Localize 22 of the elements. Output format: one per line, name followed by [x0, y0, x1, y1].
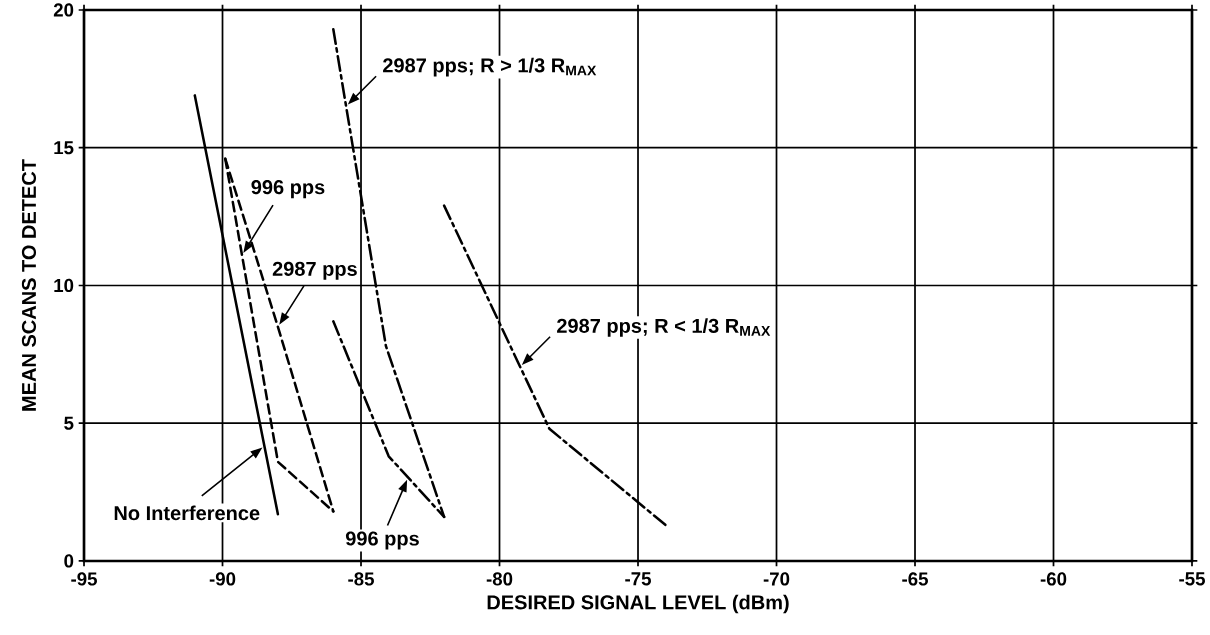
x-tick-label: -80 — [486, 572, 513, 586]
y-tick-label: 10 — [54, 278, 74, 293]
x-tick-label: -85 — [348, 572, 374, 586]
series-label: No Interference — [114, 505, 260, 521]
legend-label: 996 pps — [345, 531, 419, 550]
y-tick-label: 0 — [64, 554, 74, 568]
series-label: 996 pps — [251, 180, 325, 199]
x-tick-label: -55 — [1179, 572, 1205, 586]
x-axis-title: DESIRED SIGNAL LEVEL (dBm) — [487, 594, 789, 614]
text: 2987 pps; R > 1/3 R$_{MAX}$ — [383, 57, 597, 77]
y-tick-label: 20 — [53, 3, 74, 17]
x-tick-label: -70 — [763, 572, 790, 586]
text: 2987 pps; R < 1/3 R$_{MAX}$ — [557, 318, 771, 337]
y-tick-label: 15 — [54, 141, 74, 155]
y-axis-title: MEAN SCANS TO DETECT — [21, 159, 37, 411]
series-label: 2987 pps — [272, 261, 357, 280]
x-tick-label: -65 — [902, 572, 928, 586]
x-tick-label: -60 — [1040, 572, 1067, 586]
x-tick-label: -90 — [209, 572, 236, 586]
y-tick-label: 5 — [64, 416, 74, 430]
x-tick-label: -75 — [625, 572, 651, 586]
x-tick-label: -95 — [71, 572, 97, 586]
